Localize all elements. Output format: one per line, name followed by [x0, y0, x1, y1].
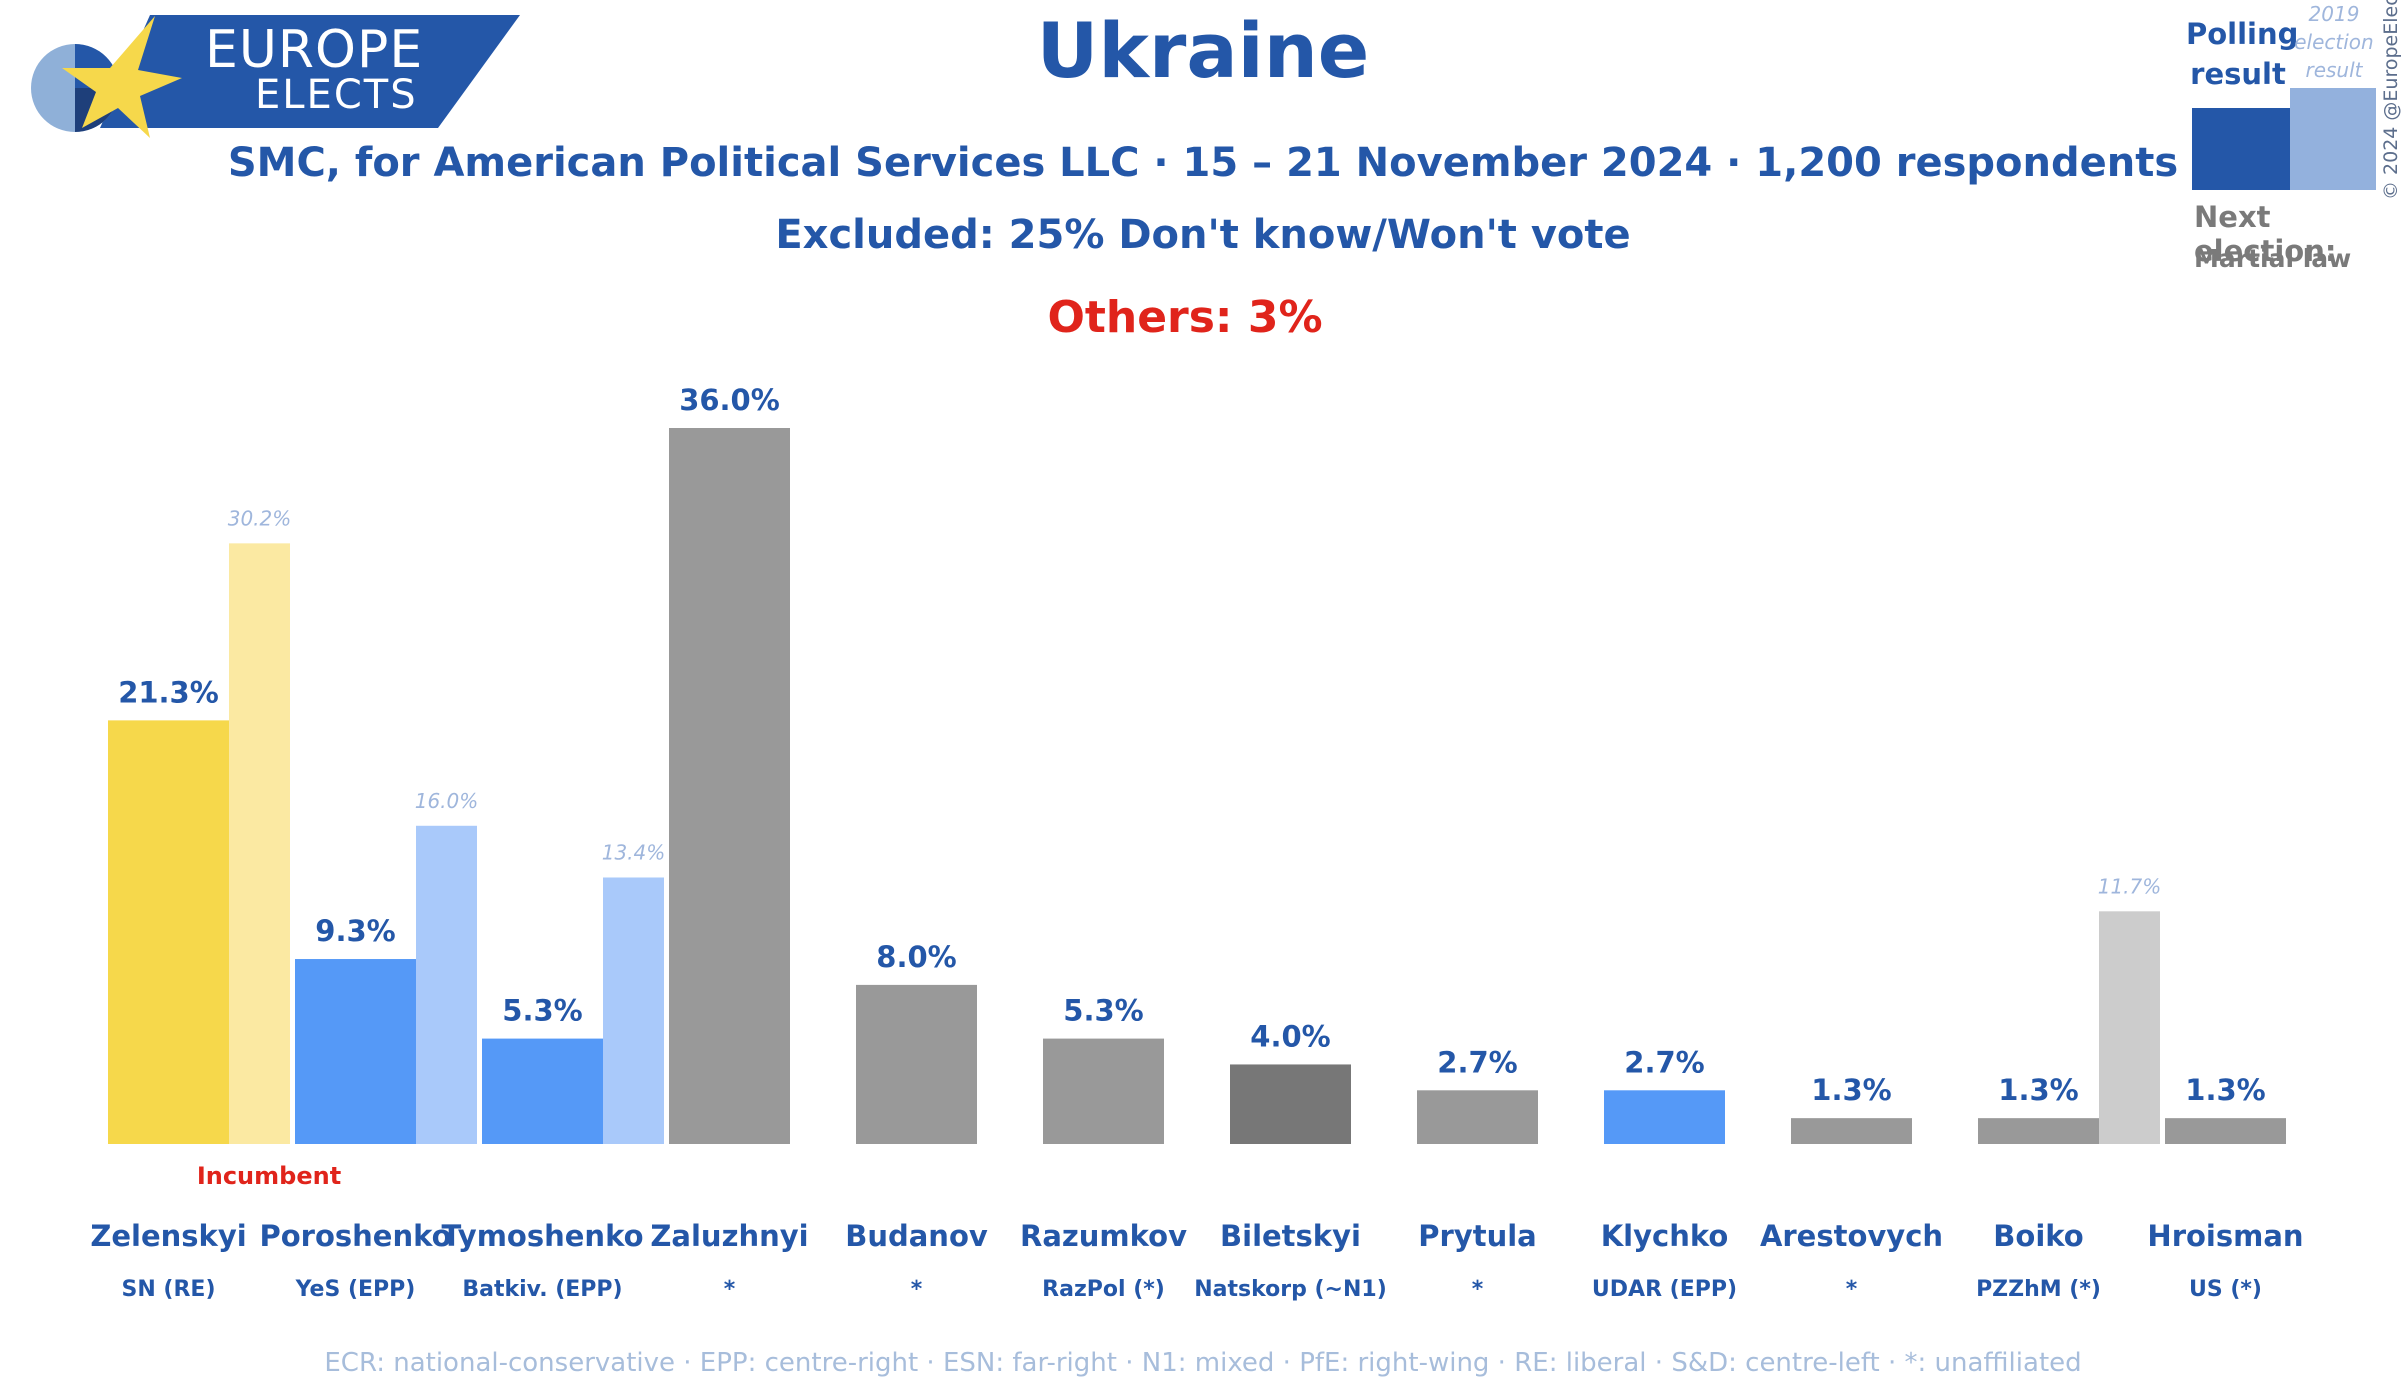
polling-bar: [1791, 1118, 1912, 1144]
polling-value-label: 36.0%: [679, 383, 780, 417]
polling-value-label: 5.3%: [1063, 994, 1143, 1028]
candidate-name-label: Klychko: [1601, 1219, 1729, 1253]
candidate-name-label: Biletskyi: [1220, 1219, 1361, 1253]
europe-elects-logo: [0, 0, 540, 140]
polling-bar: [1604, 1090, 1725, 1144]
polling-value-label: 2.7%: [1624, 1045, 1704, 1079]
party-group-footnote: ECR: national-conservative · EPP: centre…: [324, 1348, 2082, 1378]
polling-bar: [482, 1038, 603, 1144]
party-label: UDAR (EPP): [1592, 1277, 1737, 1302]
party-label: *: [911, 1277, 923, 1302]
candidate-name-label: Zelenskyi: [90, 1219, 246, 1253]
candidate-name-label: Hroisman: [2147, 1219, 2303, 1253]
polling-bar: [1043, 1038, 1164, 1144]
election-bar: [2099, 911, 2160, 1144]
chart-subtitle: SMC, for American Political Services LLC…: [227, 140, 2179, 186]
party-label: YeS (EPP): [295, 1277, 416, 1302]
candidate-name-label: Zaluzhnyi: [650, 1219, 808, 1253]
polling-value-label: 4.0%: [1250, 1019, 1330, 1053]
polling-value-label: 8.0%: [876, 940, 956, 974]
legend-polling-swatch: [2192, 108, 2290, 190]
election-value-label: 13.4%: [602, 840, 666, 864]
next-election-label: Next election:: [2194, 200, 2337, 268]
legend-election-swatch: [2290, 88, 2376, 190]
candidate-name-label: Budanov: [845, 1219, 988, 1253]
logo-graphic: [31, 15, 520, 138]
candidate-name-label: Tymoshenko: [441, 1219, 643, 1253]
party-label: US (*): [2189, 1277, 2262, 1302]
party-label: PZZhM (*): [1976, 1277, 2101, 1302]
others-note: Others: 3%: [1047, 292, 1323, 343]
election-bar: [229, 543, 290, 1144]
logo-text-europe: EUROPE: [205, 20, 424, 80]
polling-value-label: 1.3%: [2185, 1073, 2265, 1107]
election-value-label: 30.2%: [228, 506, 292, 530]
next-election-value: Martial law: [2194, 244, 2352, 273]
polling-value-label: 9.3%: [315, 914, 395, 948]
candidate-name-label: Razumkov: [1020, 1219, 1187, 1253]
election-bar: [603, 877, 664, 1144]
polling-value-label: 5.3%: [502, 994, 582, 1028]
party-label: *: [1846, 1277, 1858, 1302]
party-label: Natskorp (~N1): [1194, 1277, 1387, 1302]
polling-value-label: 2.7%: [1437, 1045, 1517, 1079]
candidate-name-label: Prytula: [1418, 1219, 1536, 1253]
polling-bar: [1230, 1064, 1351, 1144]
chart-title: Ukraine: [1036, 6, 1370, 95]
party-label: Batkiv. (EPP): [462, 1277, 622, 1302]
legend-election-label: 2019 election result: [2294, 2, 2374, 82]
polling-bar: [669, 428, 790, 1144]
polling-bar: [856, 984, 977, 1144]
election-value-label: 16.0%: [415, 789, 479, 813]
polling-bar: [1417, 1090, 1538, 1144]
candidate-name-label: Boiko: [1993, 1219, 2083, 1253]
polling-bar: [295, 959, 416, 1144]
election-value-label: 11.7%: [2098, 874, 2162, 898]
party-label: *: [1472, 1277, 1484, 1302]
party-label: RazPol (*): [1042, 1277, 1165, 1302]
logo-text-elects: ELECTS: [255, 72, 418, 118]
party-label: *: [724, 1277, 736, 1302]
polling-bar: [1978, 1118, 2099, 1144]
candidate-name-label: Poroshenko: [259, 1219, 451, 1253]
excluded-note: Excluded: 25% Don't know/Won't vote: [775, 212, 1631, 258]
election-bar: [416, 825, 477, 1144]
incumbent-annotation: Incumbent: [197, 1162, 341, 1190]
polling-bar: [108, 720, 229, 1144]
polling-value-label: 1.3%: [1998, 1073, 2078, 1107]
legend-polling-label: Polling result: [2186, 17, 2299, 91]
polling-value-label: 21.3%: [118, 675, 219, 709]
polling-value-label: 1.3%: [1811, 1073, 1891, 1107]
candidate-name-label: Arestovych: [1760, 1219, 1943, 1253]
polling-bar: [2165, 1118, 2286, 1144]
party-label: SN (RE): [122, 1277, 216, 1302]
